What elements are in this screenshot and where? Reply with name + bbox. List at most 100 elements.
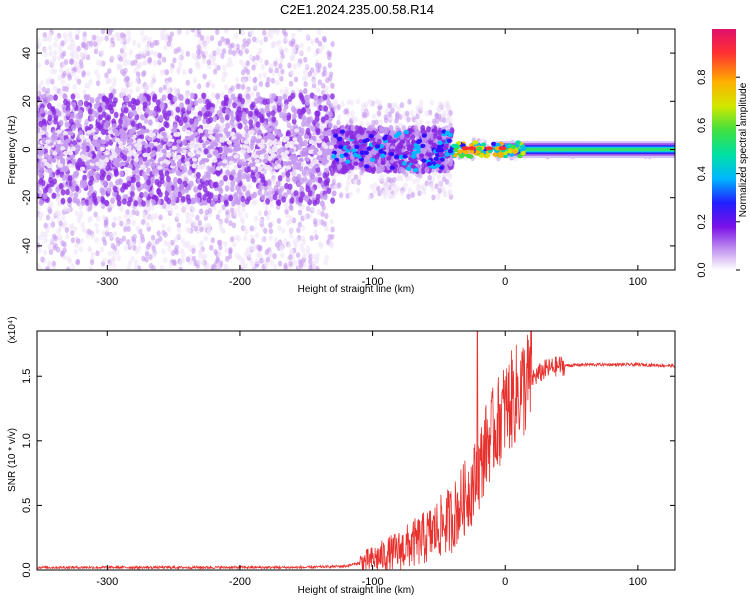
heatmap-cell: [303, 177, 309, 184]
heatmap-cell: [436, 174, 441, 181]
heatmap-cell: [38, 171, 44, 178]
heatmap-cell: [288, 254, 293, 261]
heatmap-cell: [332, 137, 337, 144]
heatmap-cell: [269, 63, 274, 70]
heatmap-cell: [421, 183, 427, 190]
heatmap-cell: [38, 199, 44, 206]
heatmap-cell: [245, 60, 250, 67]
heatmap-cell: [307, 179, 312, 187]
heatmap-cell: [373, 182, 378, 189]
heatmap-cell: [153, 51, 158, 57]
heatmap-cell: [196, 53, 202, 60]
heatmap-cell: [116, 35, 121, 42]
heatmap-cell: [445, 102, 450, 109]
heatmap-cell: [238, 211, 243, 218]
heatmap-cell: [397, 174, 402, 181]
heatmap-cell: [164, 170, 170, 177]
heatmap-cell: [296, 173, 302, 181]
heatmap-cell: [429, 99, 434, 106]
heatmap-cell: [327, 234, 332, 240]
heatmap-cell: [61, 85, 67, 92]
heatmap-cell: [55, 169, 60, 176]
heatmap-cell: [314, 256, 319, 262]
heatmap-cell: [350, 110, 355, 117]
heatmap-cell: [38, 120, 44, 128]
heatmap-cell: [250, 90, 255, 97]
heatmap-cell: [75, 54, 80, 61]
heatmap-cell: [216, 262, 221, 269]
heatmap-cell: [47, 114, 53, 122]
heatmap-cell: [73, 192, 79, 199]
heatmap-cell: [273, 237, 278, 244]
heatmap-cell: [393, 189, 398, 195]
heatmap-cell: [227, 90, 232, 97]
heatmap-cell: [273, 60, 278, 67]
heatmap-cell: [118, 118, 123, 125]
heatmap-cell: [310, 125, 316, 132]
heatmap-cell: [308, 258, 313, 265]
heatmap-cell: [313, 94, 319, 102]
heatmap-cell: [241, 83, 246, 90]
heatmap-cell: [175, 106, 181, 113]
heatmap-cell: [167, 241, 172, 248]
heatmap-cell: [178, 266, 183, 270]
heatmap-cell: [203, 148, 209, 155]
heatmap-cell: [208, 192, 214, 199]
heatmap-cell: [427, 174, 432, 181]
heatmap-cell: [73, 171, 78, 178]
heatmap-cell: [255, 121, 261, 128]
heatmap-cell: [95, 80, 101, 87]
heatmap-cell: [82, 31, 87, 38]
heatmap-cell: [399, 189, 405, 196]
heatmap-cell: [241, 206, 246, 213]
heatmap-cell: [126, 226, 131, 232]
heatmap-cell: [314, 110, 320, 117]
heatmap-cell: [146, 179, 151, 186]
heatmap-cell: [89, 175, 95, 182]
heatmap-cell: [303, 88, 308, 95]
heatmap-cell: [216, 64, 221, 71]
heatmap-cell: [99, 246, 105, 253]
heatmap-cell: [336, 119, 341, 126]
heatmap-cell: [75, 198, 81, 205]
heatmap-cell: [265, 81, 270, 88]
heatmap-cell: [143, 85, 148, 92]
heatmap-cell: [267, 190, 272, 197]
heatmap-cell: [321, 71, 326, 78]
heatmap-cell: [94, 222, 99, 229]
heatmap-cell: [43, 237, 48, 244]
heatmap-cell: [95, 59, 101, 66]
heatmap-cell: [37, 235, 40, 241]
heatmap-cell: [149, 102, 155, 109]
heatmap-cell: [188, 68, 193, 74]
heatmap-cell: [166, 175, 171, 183]
heatmap-cell: [180, 237, 186, 244]
heatmap-cell: [145, 243, 151, 250]
heatmap-cell: [101, 229, 106, 236]
heatmap-cell: [185, 29, 190, 36]
heatmap-cell: [323, 193, 328, 201]
heatmap-cell: [326, 187, 332, 194]
heatmap-cell: [53, 210, 58, 217]
heatmap-cell: [66, 266, 71, 270]
heatmap-cell: [426, 126, 431, 133]
heatmap-cell: [290, 55, 295, 62]
heatmap-cell: [225, 255, 230, 262]
heatmap-cell: [94, 69, 99, 76]
heatmap-cell: [57, 102, 62, 109]
heatmap-cell: [76, 78, 82, 85]
heatmap-cell: [202, 73, 207, 80]
heatmap-cell: [248, 110, 253, 118]
heatmap-cell: [82, 35, 87, 42]
heatmap-cell: [420, 127, 426, 135]
heatmap-cell: [93, 48, 99, 55]
heatmap-cell: [67, 175, 73, 182]
heatmap-cell: [274, 67, 279, 74]
heatmap-cell: [107, 250, 113, 257]
heatmap-cell: [215, 50, 221, 56]
heatmap-cell: [204, 265, 209, 270]
heatmap-cell: [41, 86, 46, 93]
heatmap-cell: [297, 29, 302, 33]
heatmap-cell: [113, 111, 119, 119]
heatmap-cell: [320, 211, 325, 217]
